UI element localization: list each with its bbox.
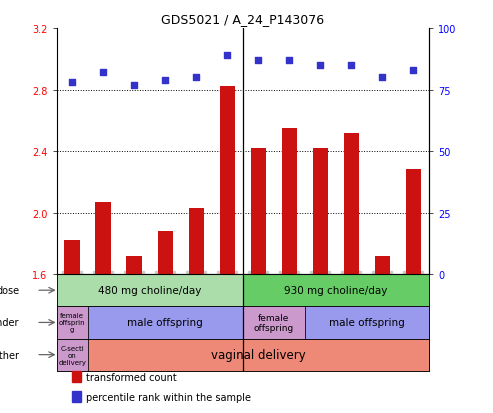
Bar [250, 149, 266, 274]
Point [99, 70, 107, 76]
Point [161, 77, 169, 84]
FancyBboxPatch shape [88, 306, 243, 339]
Bar [188, 209, 204, 274]
Point [192, 75, 200, 81]
Point [130, 82, 138, 89]
FancyBboxPatch shape [57, 306, 88, 339]
Text: male offspring: male offspring [127, 318, 203, 328]
Text: male offspring: male offspring [329, 318, 405, 328]
FancyBboxPatch shape [57, 274, 243, 306]
Bar [282, 128, 297, 274]
FancyBboxPatch shape [88, 339, 429, 371]
Bar [219, 87, 235, 274]
Text: vaginal delivery: vaginal delivery [211, 348, 306, 361]
Point [348, 62, 355, 69]
FancyBboxPatch shape [305, 306, 429, 339]
Bar [71, 391, 81, 402]
FancyBboxPatch shape [243, 306, 305, 339]
Bar [71, 371, 81, 382]
Text: 480 mg choline/day: 480 mg choline/day [98, 285, 202, 295]
Bar [406, 170, 421, 274]
Text: gender: gender [0, 318, 19, 328]
Bar [157, 231, 173, 274]
Bar [127, 256, 142, 274]
Text: transformed count: transformed count [86, 373, 177, 382]
Text: dose: dose [0, 285, 19, 295]
Text: 930 mg choline/day: 930 mg choline/day [284, 285, 387, 295]
Point [68, 80, 76, 86]
Point [285, 57, 293, 64]
Bar [313, 149, 328, 274]
FancyBboxPatch shape [243, 274, 429, 306]
Text: percentile rank within the sample: percentile rank within the sample [86, 392, 251, 402]
Text: female
offspring: female offspring [254, 313, 294, 332]
Bar [96, 202, 111, 274]
Bar [375, 256, 390, 274]
FancyBboxPatch shape [57, 339, 88, 371]
Point [317, 62, 324, 69]
Bar [344, 133, 359, 274]
Title: GDS5021 / A_24_P143076: GDS5021 / A_24_P143076 [161, 13, 324, 26]
Text: other: other [0, 350, 19, 360]
Text: C-secti
on
delivery: C-secti on delivery [58, 345, 86, 365]
Point [223, 52, 231, 59]
Text: female
offsprin
g: female offsprin g [59, 313, 85, 332]
Point [410, 67, 418, 74]
Point [379, 75, 387, 81]
Point [254, 57, 262, 64]
Bar [65, 241, 80, 274]
